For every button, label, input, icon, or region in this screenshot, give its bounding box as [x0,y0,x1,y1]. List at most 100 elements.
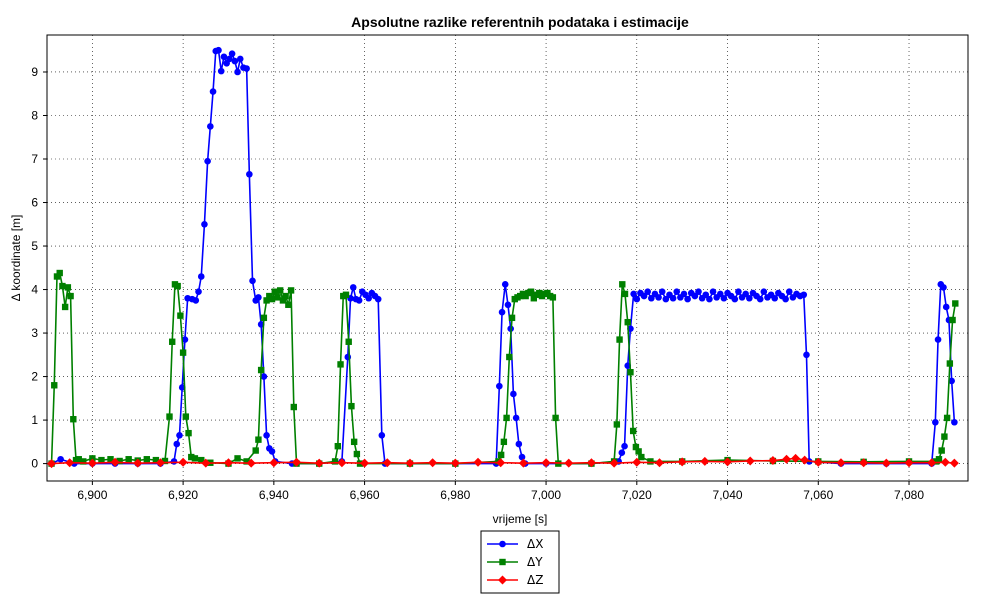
series-dx-point [236,55,244,63]
series-dy-point [255,436,262,443]
series-dx-point [942,303,950,311]
legend-marker [499,558,506,566]
series-dy-point [282,292,289,300]
series-dx-point [680,290,688,298]
series-dx-point [260,373,268,380]
series-dz-point [586,458,596,468]
series-dx-point [231,57,239,65]
y-axis: 0 1 2 3 4 5 6 7 8 9 [31,65,47,471]
series-dz-point [745,456,755,466]
series-dy-point [75,456,82,463]
series-dy-point [174,282,181,290]
series-dx-point [201,220,208,228]
x-tick-label: 7,020 [622,488,652,502]
series-dy-point [61,303,69,311]
series-dy-point [938,447,945,454]
series-dx-point [633,295,641,303]
series-dx-point [226,55,233,63]
series-dz-point [314,458,324,468]
series-dy-point [627,369,634,376]
series-dy-point [935,456,943,463]
series-dx-point [716,290,724,298]
series-dy-point [331,458,339,465]
x-tick-label: 6,980 [440,488,470,502]
series-dx-point [170,458,178,465]
series-dz-point [927,458,937,468]
series-dx-point [378,432,386,439]
series-dy-point [337,361,344,368]
series-dz-point [269,458,279,468]
series-dy-point [143,456,151,463]
series-dy-point [182,413,190,420]
legend-marker [498,575,507,585]
series-dz-point [450,458,460,468]
series-dx-point [655,294,662,301]
legend-item-dy: ΔY [487,555,543,569]
legend: ΔX ΔY ΔZ [480,530,560,594]
series-dx-point [209,88,217,95]
series-dx-point [684,295,691,303]
series-dy-point [89,455,96,462]
series-dx-point [498,308,506,316]
y-tick-label: 9 [31,65,38,79]
series-dy-point [500,438,508,446]
series-dx-point [217,67,225,75]
series-dy-point [234,455,241,462]
series-dy-point [152,456,160,464]
series-dx-point [195,288,202,296]
series-dy-point [116,457,123,465]
series-dy-point [80,458,87,465]
x-tick-label: 7,000 [531,488,561,502]
series-dz-point [110,457,120,467]
y-tick-label: 5 [31,239,38,253]
series-dy-point [51,382,58,389]
series-dx-point [268,448,276,455]
series-dy-point [946,360,954,367]
series-dz-point [632,457,642,467]
series-dy-point [527,288,535,295]
series-dy-point [549,294,557,301]
series-dx-point [782,295,789,303]
series-dx-point [706,295,713,303]
series-dy-point [169,338,176,345]
legend-label: ΔZ [527,573,543,587]
y-tick-label: 8 [31,108,38,122]
series-dy-point [161,457,169,465]
series-dx-point [803,351,810,359]
series-dy-point [949,316,956,324]
series-dx-point [263,432,270,439]
series-dx-point [249,277,256,285]
series-dz-point [564,458,574,468]
series-dx-point [365,294,372,302]
y-axis-label: Δ koordinate [m] [9,215,23,302]
series-dx-point [621,442,628,450]
series-dz-point [541,458,551,468]
series-dx-point [756,295,764,303]
series-dy-point [638,453,645,461]
series-dz-point [836,458,846,468]
series-dz-point [405,458,415,468]
series-dx-point [349,284,357,291]
series-dz-point [609,458,619,468]
series-dx-point [197,273,205,280]
series-dx-point [234,68,241,76]
series-dx-point [246,170,253,178]
series-dz-point [881,458,891,468]
series-dy-point [632,443,640,451]
series-dy-point [290,403,298,411]
series-dz-point [791,453,801,463]
series-dz-point [940,457,950,467]
series-dz-point [813,457,823,467]
series-dz-point [360,458,370,468]
series-dx-point [515,440,523,448]
series-dy-point [621,290,629,298]
series-dz-point [700,456,710,466]
series-dy-point [624,318,631,326]
series-dy-point [952,300,959,307]
series-dz-point [337,458,347,468]
series-dy-point [166,413,173,420]
series-dz-point [223,458,233,468]
series-dx-point [228,50,236,58]
series-dz-point [723,457,733,467]
series-dy-point [353,450,361,458]
